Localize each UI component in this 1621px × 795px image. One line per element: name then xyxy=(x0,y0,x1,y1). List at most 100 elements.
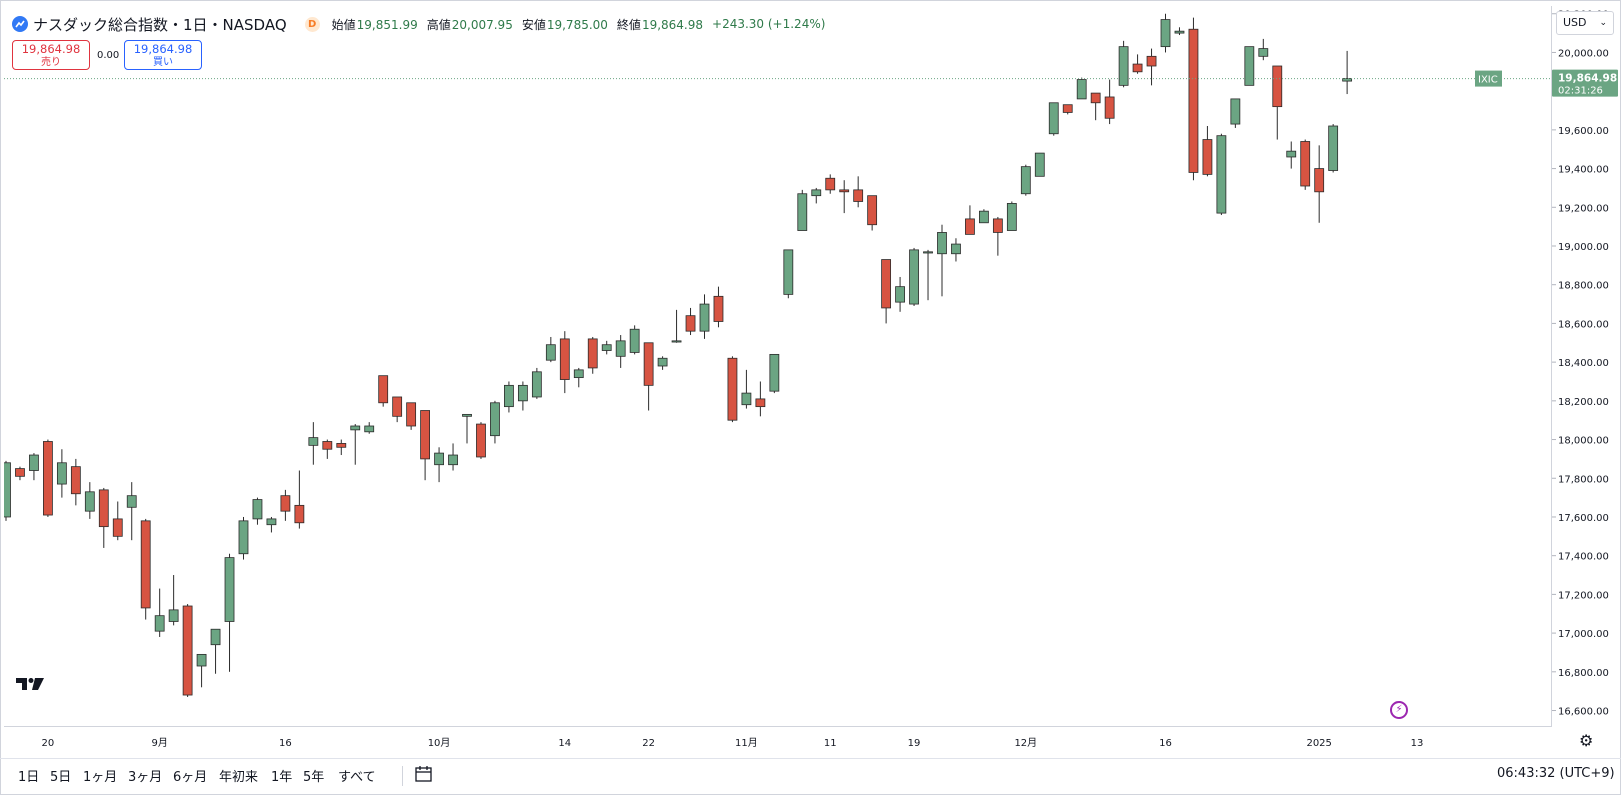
legend-high: 高値20,007.95 xyxy=(427,16,513,33)
range-6m-button[interactable]: 6ヶ月 xyxy=(173,770,208,785)
range-1m-button[interactable]: 1ヶ月 xyxy=(83,770,118,785)
time-tick-label: 9月 xyxy=(151,737,167,749)
candle-body xyxy=(448,454,458,466)
candle xyxy=(1188,17,1199,181)
candle-body xyxy=(364,425,375,433)
candle-body xyxy=(168,609,179,622)
candle xyxy=(1216,133,1227,216)
legend-low: 安値19,785.00 xyxy=(522,16,608,33)
price-tick-label: 16,800.00 xyxy=(1558,668,1609,679)
range-5y-button[interactable]: 5年 xyxy=(303,770,325,785)
time-tick-label: 11 xyxy=(824,738,837,749)
candle-body xyxy=(462,413,472,417)
sell-button[interactable]: 19,864.98 売り xyxy=(12,40,90,70)
candle xyxy=(112,501,123,541)
candlestick-chart[interactable]: IXIC xyxy=(4,6,1552,727)
candle xyxy=(615,335,626,368)
buy-price: 19,864.98 xyxy=(133,42,193,56)
open-value: 19,851.99 xyxy=(356,17,418,32)
candle xyxy=(238,516,249,560)
spread-value: 0.00 xyxy=(97,50,120,61)
candle-body xyxy=(727,357,738,421)
candle xyxy=(406,402,417,430)
candle xyxy=(252,497,263,525)
candle-body xyxy=(783,249,794,295)
candle-body xyxy=(587,338,598,369)
candle xyxy=(1202,126,1213,177)
range-5d-button[interactable]: 5日 xyxy=(50,770,72,785)
candle xyxy=(909,247,919,306)
candle xyxy=(755,381,766,417)
candle-body xyxy=(1034,152,1045,177)
candle-body xyxy=(1062,104,1073,113)
candle-body xyxy=(937,232,947,255)
lightning-icon[interactable]: ⚡ xyxy=(1390,701,1408,719)
candle xyxy=(992,216,1003,256)
candle-body xyxy=(517,384,528,402)
candle xyxy=(1090,92,1101,121)
candle-body xyxy=(951,243,961,255)
legend-close: 終値19,864.98 xyxy=(617,16,703,33)
candle xyxy=(1118,40,1129,88)
candle-body xyxy=(1188,28,1199,173)
candle-body xyxy=(420,410,431,460)
tradingview-logo-icon[interactable] xyxy=(16,676,46,696)
price-axis[interactable]: 16,600.00 16,800.00 17,000.00 17,200.00 17,4… xyxy=(1552,6,1620,726)
currency-selector[interactable]: USD ⌄ xyxy=(1556,11,1614,35)
price-tick-label: 17,800.00 xyxy=(1558,474,1609,485)
time-tick-label: 19 xyxy=(908,738,921,749)
buy-button[interactable]: 19,864.98 買い xyxy=(124,40,202,70)
candle-body xyxy=(1328,125,1339,171)
range-ytd-button[interactable]: 年初来 xyxy=(219,770,259,785)
symbol-title[interactable]: ナスダック総合指数・1日・NASDAQ xyxy=(33,15,287,34)
candle xyxy=(853,176,864,208)
candle-body xyxy=(112,518,123,537)
candle xyxy=(308,422,319,465)
high-value: 20,007.95 xyxy=(451,17,513,32)
candle xyxy=(769,353,780,394)
candle xyxy=(979,209,989,224)
candle xyxy=(15,466,25,481)
candle-body xyxy=(350,425,361,431)
timezone-clock[interactable]: 06:43:32 (UTC+9) xyxy=(1497,766,1615,781)
price-tick-label: 17,200.00 xyxy=(1558,590,1609,601)
candle-body xyxy=(965,218,975,235)
candle xyxy=(448,443,458,471)
candle-body xyxy=(601,344,612,351)
data-source-badge[interactable]: D xyxy=(304,16,320,32)
candle-body xyxy=(979,210,989,224)
candle xyxy=(280,489,291,521)
candle-body xyxy=(238,520,249,555)
symbol-logo-icon xyxy=(12,16,28,32)
candle xyxy=(224,553,235,672)
candle xyxy=(490,400,500,444)
candle xyxy=(657,356,668,370)
price-tick-label: 17,000.00 xyxy=(1558,629,1609,640)
gear-icon[interactable]: ⚙ xyxy=(1579,731,1594,750)
range-1y-button[interactable]: 1年 xyxy=(271,770,293,785)
candle-body xyxy=(1286,150,1297,158)
candle xyxy=(1062,104,1073,115)
candle xyxy=(1272,65,1283,140)
candle-body xyxy=(70,466,81,495)
candle xyxy=(699,294,710,339)
candle-body xyxy=(1104,96,1115,119)
candle-body xyxy=(406,402,417,427)
candle xyxy=(1244,46,1255,86)
candle xyxy=(1160,13,1171,53)
time-tick-label: 10月 xyxy=(428,737,451,749)
price-tick-label: 19,200.00 xyxy=(1558,203,1609,214)
calendar-range-icon[interactable] xyxy=(414,764,434,788)
candle-body xyxy=(1146,55,1157,67)
range-all-button[interactable]: すべて xyxy=(338,770,376,785)
candle-body xyxy=(154,615,165,632)
candle-body xyxy=(839,189,850,193)
candle-body xyxy=(392,396,403,417)
range-3m-button[interactable]: 3ヶ月 xyxy=(128,770,163,785)
candle-body xyxy=(15,468,25,477)
candle xyxy=(951,238,961,262)
candle-body xyxy=(1342,78,1353,82)
candle-body xyxy=(1118,46,1129,86)
range-1d-button[interactable]: 1日 xyxy=(18,770,40,785)
time-axis[interactable]: 20 9月 16 10月 14 22 11月 11 19 12月 16 2025 13 xyxy=(4,727,1551,757)
